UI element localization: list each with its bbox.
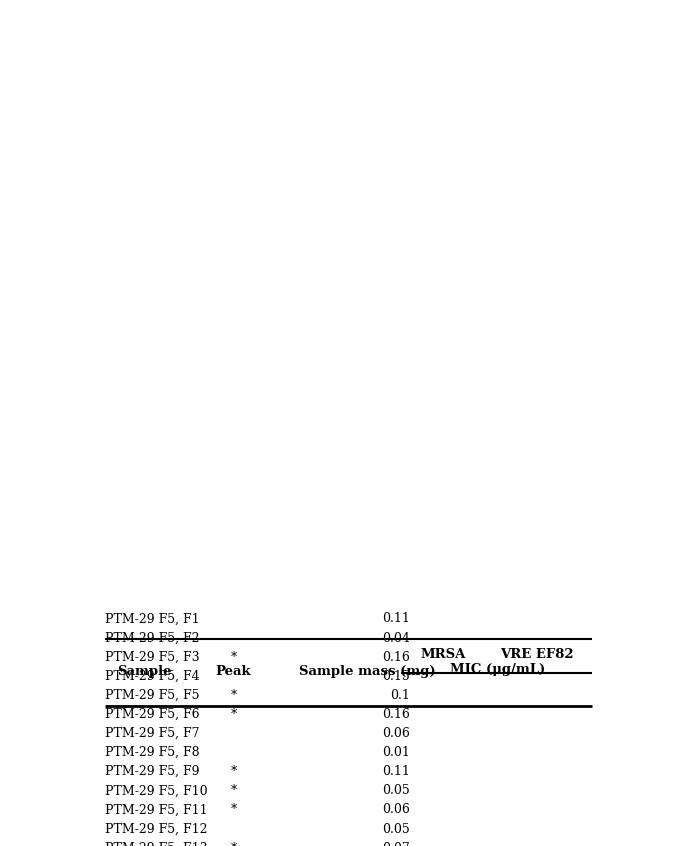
Text: 0.05: 0.05	[383, 822, 410, 836]
Text: PTM-29 F5, F4: PTM-29 F5, F4	[105, 670, 200, 683]
Text: Sample: Sample	[117, 665, 171, 678]
Text: 0.01: 0.01	[383, 746, 410, 759]
Text: PTM-29 F5, F1: PTM-29 F5, F1	[105, 613, 200, 625]
Text: *: *	[230, 708, 237, 721]
Text: *: *	[230, 842, 237, 846]
Text: *: *	[230, 784, 237, 797]
Text: 0.15: 0.15	[383, 670, 410, 683]
Text: MRSA: MRSA	[420, 648, 465, 661]
Text: 0.06: 0.06	[383, 727, 410, 740]
Text: 0.05: 0.05	[383, 784, 410, 797]
Text: PTM-29 F5, F7: PTM-29 F5, F7	[105, 727, 200, 740]
Text: *: *	[230, 804, 237, 816]
Text: PTM-29 F5, F11: PTM-29 F5, F11	[105, 804, 208, 816]
Text: PTM-29 F5, F9: PTM-29 F5, F9	[105, 766, 200, 778]
Text: PTM-29 F5, F6: PTM-29 F5, F6	[105, 708, 200, 721]
Text: 0.06: 0.06	[383, 804, 410, 816]
Text: 0.11: 0.11	[383, 766, 410, 778]
Text: Peak: Peak	[215, 665, 251, 678]
Text: PTM-29 F5, F5: PTM-29 F5, F5	[105, 689, 200, 702]
Text: 0.07: 0.07	[383, 842, 410, 846]
Text: PTM-29 F5, F8: PTM-29 F5, F8	[105, 746, 200, 759]
Text: 0.11: 0.11	[383, 613, 410, 625]
Text: MIC (μg/mL): MIC (μg/mL)	[450, 663, 545, 676]
Text: PTM-29 F5, F3: PTM-29 F5, F3	[105, 651, 200, 663]
Text: PTM-29 F5, F10: PTM-29 F5, F10	[105, 784, 208, 797]
Text: 0.16: 0.16	[383, 651, 410, 663]
Text: 0.1: 0.1	[390, 689, 410, 702]
Text: *: *	[230, 766, 237, 778]
Text: PTM-29 F5, F2: PTM-29 F5, F2	[105, 632, 200, 645]
Text: PTM-29 F5, F13: PTM-29 F5, F13	[105, 842, 208, 846]
Text: 0.04: 0.04	[383, 632, 410, 645]
Text: 0.16: 0.16	[383, 708, 410, 721]
Text: *: *	[230, 689, 237, 702]
Text: VRE EF82: VRE EF82	[500, 648, 574, 661]
Text: Sample mass (mg): Sample mass (mg)	[298, 665, 435, 678]
Text: *: *	[230, 651, 237, 663]
Text: PTM-29 F5, F12: PTM-29 F5, F12	[105, 822, 208, 836]
